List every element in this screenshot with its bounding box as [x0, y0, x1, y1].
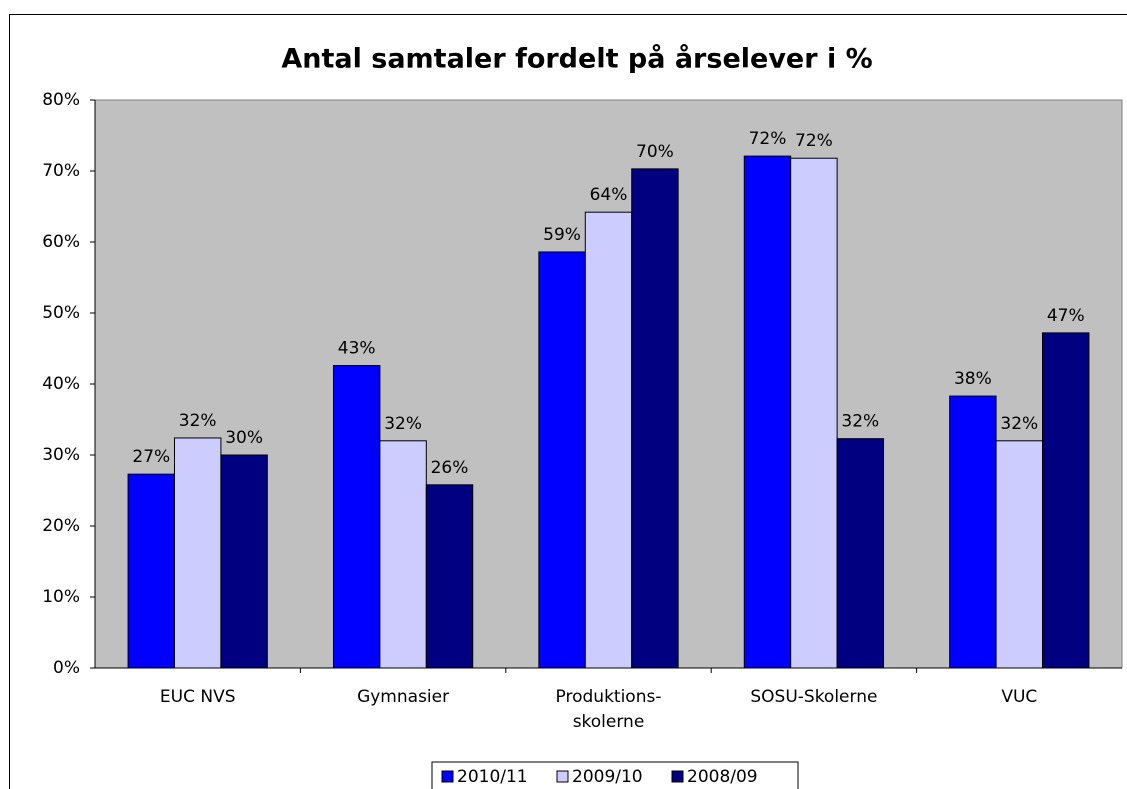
data-label: 72%	[749, 129, 787, 149]
y-tick-label: 30%	[42, 445, 80, 465]
bar	[584, 211, 633, 669]
y-tick-label: 70%	[42, 161, 80, 181]
x-tick-label: VUC	[1001, 687, 1037, 707]
legend-swatch	[441, 770, 454, 783]
data-label: 27%	[132, 447, 170, 467]
x-tick-label: SOSU-Skolerne	[750, 687, 877, 707]
x-tick-label: Gymnasier	[357, 687, 449, 707]
legend-swatch	[671, 770, 684, 783]
y-tick-label: 80%	[42, 90, 80, 110]
bar	[1042, 332, 1090, 669]
bar	[631, 168, 679, 669]
data-label: 30%	[225, 428, 263, 448]
data-label: 32%	[384, 414, 422, 434]
y-tick-label: 60%	[42, 232, 80, 252]
y-tick-label: 20%	[42, 516, 80, 536]
data-label: 59%	[543, 225, 581, 245]
legend: 2010/11 2009/10 2008/09	[431, 761, 799, 789]
y-tick-label: 50%	[42, 303, 80, 323]
data-label: 47%	[1047, 306, 1085, 326]
bar	[173, 437, 222, 669]
data-label: 32%	[1000, 414, 1038, 434]
data-label: 64%	[590, 185, 628, 205]
bar	[425, 484, 474, 669]
data-label: 38%	[954, 369, 992, 389]
data-label: 32%	[841, 412, 879, 432]
bar	[836, 438, 885, 669]
y-tick-label: 0%	[53, 658, 80, 678]
bar	[379, 440, 427, 669]
bar	[743, 155, 792, 669]
legend-label: 2008/09	[687, 767, 758, 787]
bar	[127, 473, 175, 669]
bar	[220, 454, 268, 669]
bar	[995, 440, 1044, 669]
y-tick-label: 10%	[42, 587, 80, 607]
bar	[332, 365, 381, 669]
legend-swatch	[556, 770, 569, 783]
legend-label: 2010/11	[457, 767, 528, 787]
data-label: 32%	[179, 411, 217, 431]
bar	[949, 395, 997, 669]
x-tick-label: Produktions-skolerne	[556, 687, 662, 732]
x-tick-label: EUC NVS	[160, 687, 236, 707]
chart-title: Antal samtaler fordelt på årselever i %	[281, 43, 872, 75]
legend-label: 2009/10	[572, 767, 643, 787]
data-label: 70%	[636, 142, 674, 162]
data-label: 43%	[338, 339, 376, 359]
y-tick-label: 40%	[42, 374, 80, 394]
bar	[790, 157, 838, 669]
bar	[538, 251, 586, 669]
data-label: 72%	[795, 131, 833, 151]
legend-box	[431, 761, 799, 789]
data-label: 26%	[431, 458, 469, 478]
